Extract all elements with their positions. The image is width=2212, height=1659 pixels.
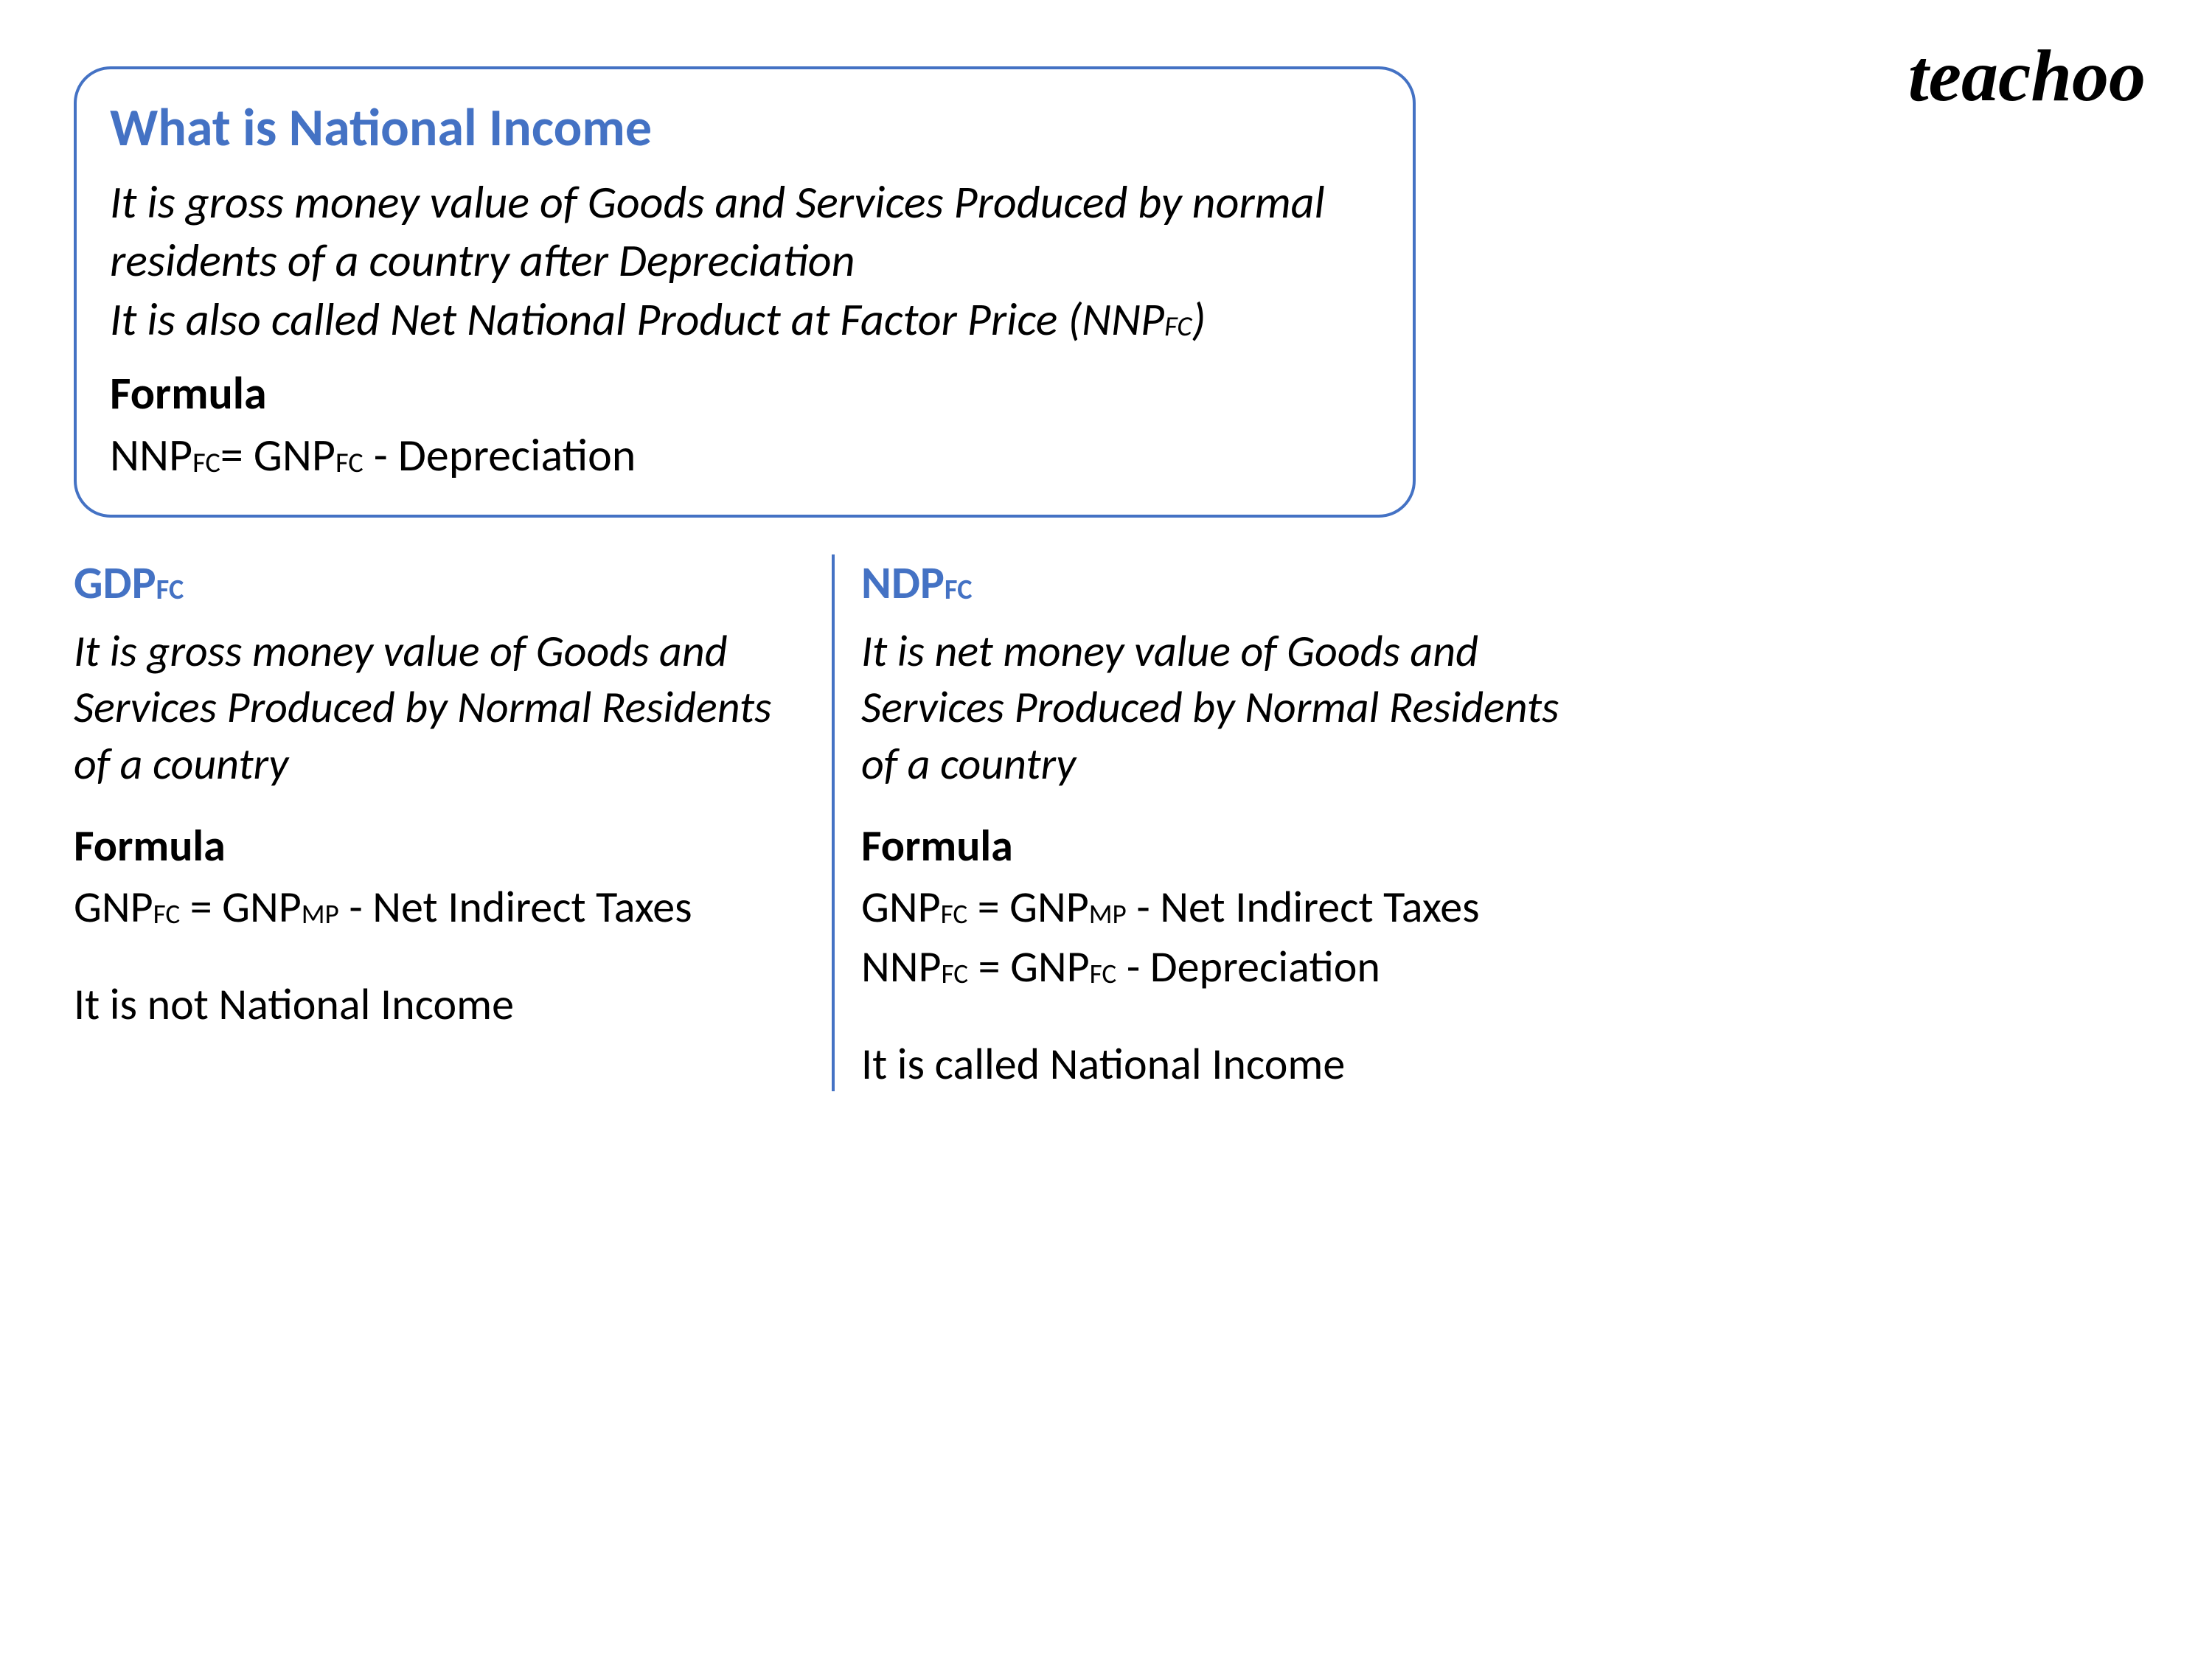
desc-line-2-pre: It is also called Net National Product a…: [110, 291, 1164, 347]
r-f2-a-sub: FC: [941, 957, 968, 990]
r-f2-b: = GNP: [968, 940, 1090, 994]
left-title-text: GDP: [74, 554, 156, 611]
left-column: GDPFC It is gross money value of Goods a…: [74, 554, 835, 1091]
right-formula-1: GNPFC = GNPMP - Net Indirect Taxes: [861, 877, 1600, 937]
comparison-columns: GDPFC It is gross money value of Goods a…: [74, 554, 1622, 1091]
definition-box: What is National Income It is gross mone…: [74, 66, 1416, 518]
formula-tail: - Depreciation: [364, 427, 636, 483]
desc-line-2-post: ): [1192, 291, 1206, 347]
r-f1-c: - Net Indirect Taxes: [1127, 880, 1480, 934]
r-f1-b: = GNP: [967, 880, 1089, 934]
formula-lhs: NNP: [110, 427, 192, 483]
left-title-sub: FC: [156, 572, 184, 607]
r-f2-c: - Depreciation: [1116, 940, 1380, 994]
right-title-sub: FC: [945, 572, 973, 607]
formula-mid: = GNP: [220, 427, 335, 483]
l-f1-b-sub: MP: [302, 897, 339, 931]
box-description: It is gross money value of Goods and Ser…: [110, 173, 1380, 349]
formula-rhs-sub: FC: [335, 445, 364, 480]
desc-line-1: It is gross money value of Goods and Ser…: [110, 174, 1325, 288]
formula-label: Formula: [110, 365, 1380, 421]
l-f1-a: GNP: [74, 880, 153, 934]
r-f1-b-sub: MP: [1089, 897, 1127, 931]
box-formula: NNPFC= GNPFC - Depreciation: [110, 425, 1380, 485]
r-f1-a-sub: FC: [941, 897, 968, 931]
box-title: What is National Income: [110, 95, 1380, 160]
left-note: It is not National Income: [74, 978, 813, 1032]
l-f1-b: = GNP: [180, 880, 302, 934]
formula-lhs-sub: FC: [192, 445, 220, 480]
right-formula-label: Formula: [861, 819, 1600, 873]
right-title-text: NDP: [861, 554, 945, 611]
right-note: It is called National Income: [861, 1037, 1600, 1091]
right-formula-2: NNPFC = GNPFC - Depreciation: [861, 937, 1600, 997]
r-f2-a: NNP: [861, 940, 941, 994]
right-title: NDPFC: [861, 554, 1600, 611]
l-f1-a-sub: FC: [153, 897, 181, 931]
left-formula-label: Formula: [74, 819, 813, 873]
right-column: NDPFC It is net money value of Goods and…: [835, 554, 1622, 1091]
left-formula-1: GNPFC = GNPMP - Net Indirect Taxes: [74, 877, 813, 937]
left-title: GDPFC: [74, 554, 813, 611]
r-f1-a: GNP: [861, 880, 941, 934]
l-f1-c: - Net Indirect Taxes: [339, 880, 692, 934]
r-f2-b-sub: FC: [1090, 957, 1117, 990]
left-description: It is gross money value of Goods and Ser…: [74, 624, 813, 793]
brand-logo: teachoo: [1908, 33, 2146, 118]
desc-line-2-sub: FC: [1164, 309, 1192, 344]
right-description: It is net money value of Goods and Servi…: [861, 624, 1600, 793]
